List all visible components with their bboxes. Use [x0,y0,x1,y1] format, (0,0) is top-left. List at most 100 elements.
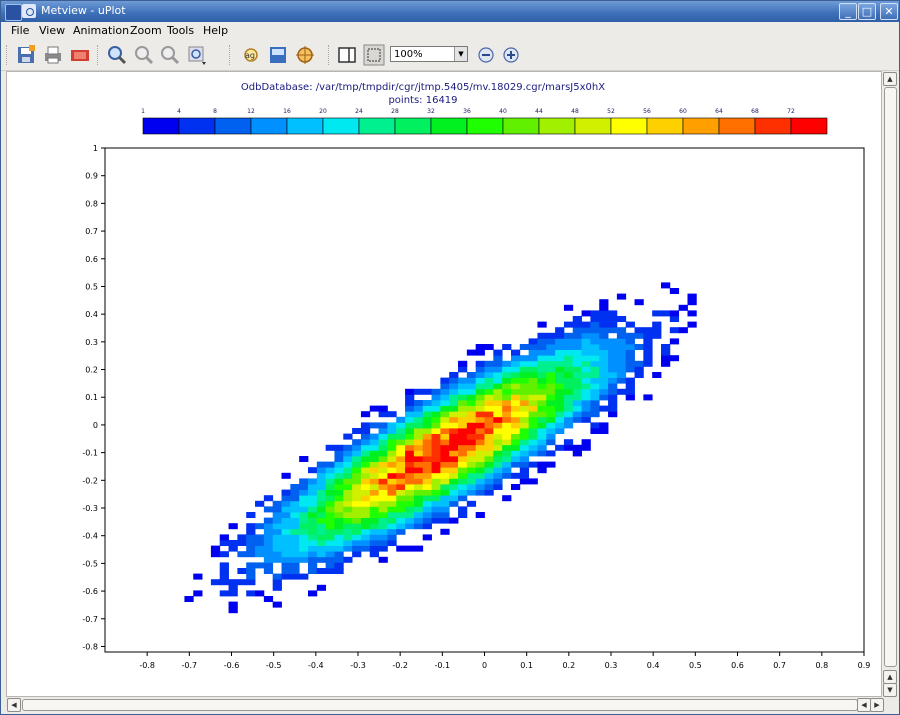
print-icon[interactable] [42,44,64,66]
colorbar-swatch [250,117,288,135]
heatmap-cell [387,450,397,457]
menu-tools[interactable]: Tools [167,24,195,37]
heatmap-cell [484,461,494,468]
heatmap-cell [608,383,618,390]
data-icon[interactable] [267,44,289,66]
heatmap-cell [563,405,574,412]
menu-view[interactable]: View [39,24,66,37]
heatmap-cell [422,433,432,440]
scroll-right-icon[interactable]: ▶ [870,698,884,712]
colorbar-swatch [790,117,828,135]
heatmap-cell [563,422,574,429]
heatmap-cell [510,472,521,479]
heatmap-cell [528,428,538,434]
x-tick-label: -0.4 [308,661,324,670]
scroll-left-icon[interactable]: ◀ [857,698,871,712]
close-icon[interactable]: ✕ [880,3,898,20]
heatmap-cell [210,579,221,586]
scroll-down-icon[interactable]: ▼ [883,683,897,697]
zoom-icon[interactable] [106,44,128,66]
heatmap-cell [466,422,477,429]
heatmap-cell [360,500,371,507]
heatmap-cell [493,478,503,485]
heatmap-cell [449,489,459,496]
scroll-left-icon[interactable]: ◀ [7,698,21,712]
heatmap-cell [263,540,274,546]
heatmap-cell [528,394,538,401]
minimize-icon[interactable]: _ [839,3,857,20]
heatmap-cell [458,456,468,462]
vertical-scroll-thumb[interactable] [884,87,897,667]
horizontal-scrollbar[interactable]: ◀ ◀ ▶ [6,698,884,712]
zoom-stack-icon[interactable] [186,44,208,66]
menu-help[interactable]: Help [203,24,229,37]
colorbar-label: 8 [213,108,217,115]
heatmap-cell [608,327,618,334]
heatmap-cell [449,416,459,423]
sidebar-toggle-icon[interactable] [336,44,358,66]
heatmap-cell [396,517,406,524]
app-icon[interactable] [5,4,22,21]
zoom-in-icon[interactable] [159,44,181,66]
heatmap-cell [625,383,635,390]
window-menu-icon[interactable] [22,4,36,18]
heatmap-cell [316,478,327,485]
magnifier-icon[interactable]: ag [239,44,261,66]
heatmap-cell [528,349,538,356]
heatmap-cell [325,556,335,563]
horizontal-scroll-thumb[interactable] [22,699,858,711]
heatmap-cell [528,360,538,367]
colorbar: 1 4 8 12 16 20 24 28 32 36 40 44 48 52 56 60 64 68 72 [141,108,828,135]
heatmap-cell [396,500,406,507]
heatmap-cell [581,416,591,423]
heatmap-cell [405,405,415,412]
heatmap-cell [281,495,291,502]
heatmap-cell [502,428,512,434]
cursor-data-icon[interactable] [294,44,316,66]
export-icon[interactable] [69,44,91,66]
zoom-plus-icon[interactable] [500,44,522,66]
heatmap-cell [590,388,600,395]
heatmap-cell [369,506,379,513]
menu-animation[interactable]: Animation [73,24,130,37]
heatmap-cell [466,467,477,474]
heatmap-cell [405,506,415,513]
menu-file[interactable]: File [11,24,30,37]
heatmap-cell [458,512,468,518]
heatmap-cell [458,383,468,390]
scroll-up-icon[interactable]: ▲ [883,670,897,684]
heatmap-cell [458,366,468,373]
vertical-scrollbar[interactable]: ▲ ▲ ▼ [882,71,897,697]
axes: -0.8 -0.7 -0.6 -0.5 -0.4 -0.3 -0.2 -0.1 0 0.1 0.2 0… [82,144,870,670]
heatmap-cell [572,416,582,423]
heatmap-cell [299,523,309,530]
heatmap-cell [387,478,397,485]
heatmap-cell [458,484,468,490]
save-icon[interactable] [15,44,37,66]
scroll-up-icon[interactable]: ▲ [883,72,897,86]
zoom-out-icon[interactable] [133,44,155,66]
colorbar-swatch [178,117,216,135]
zoom-minus-icon[interactable] [475,44,497,66]
heatmap-cell [316,495,327,502]
heatmap-cell [563,304,574,311]
chevron-down-icon[interactable]: ▼ [454,47,467,61]
y-tick-label: 0.2 [85,366,98,375]
heatmap-cell [431,478,441,485]
maximize-icon[interactable]: □ [858,3,876,20]
heatmap-cell [360,478,371,485]
heatmap-cell [343,433,353,440]
x-tick-label: 0.6 [731,661,744,670]
heatmap-cell [572,400,582,406]
heatmap-cell [643,349,653,356]
heatmap-cell [475,428,485,434]
menu-zoom[interactable]: Zoom [130,24,162,37]
plot-canvas[interactable]: OdbDatabase: /var/tmp/tmpdir/cgr/jtmp.54… [6,71,882,697]
heatmap-cell [272,601,282,608]
frame-select-icon[interactable] [363,44,385,66]
heatmap-cell [387,444,397,451]
heatmap-cell [537,366,547,373]
heatmap-cell [307,484,318,490]
heatmap-cell [325,568,335,574]
zoom-level-select[interactable]: 100% ▼ [390,46,468,62]
